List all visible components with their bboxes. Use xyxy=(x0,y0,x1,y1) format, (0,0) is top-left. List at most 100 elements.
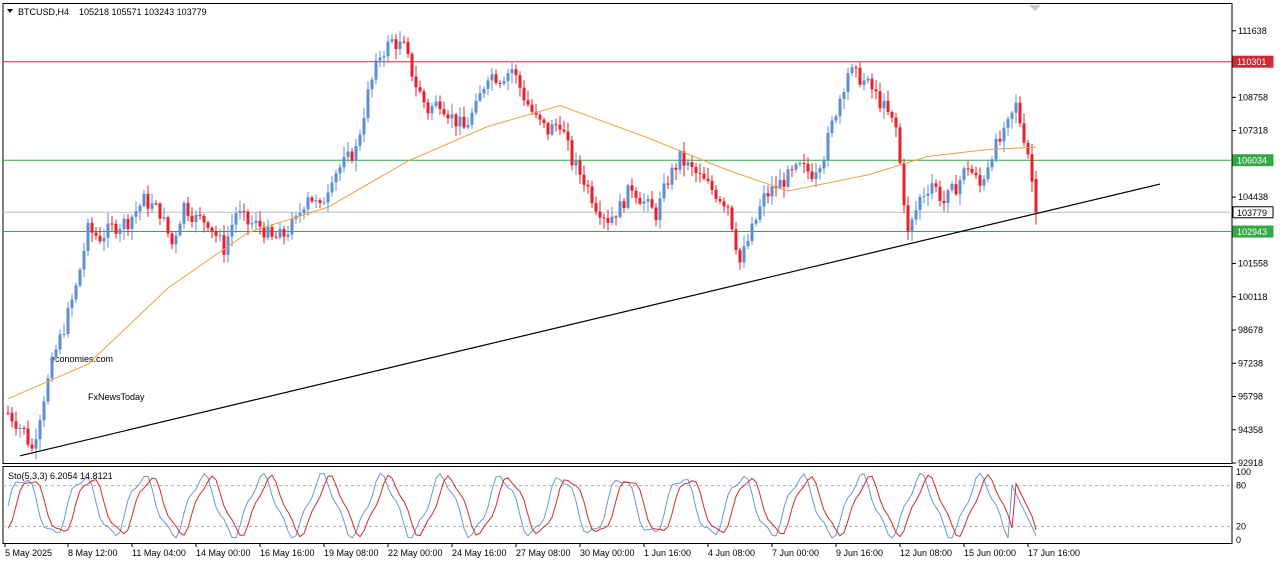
candle-body xyxy=(238,210,242,214)
y-tick-label: 94358 xyxy=(1238,425,1263,435)
candle-body xyxy=(434,101,438,106)
candle-body xyxy=(202,215,206,223)
candle-body xyxy=(330,182,334,193)
candle-body xyxy=(918,196,922,211)
candle-body xyxy=(754,219,758,224)
candle-body xyxy=(62,334,66,336)
candle-body xyxy=(158,203,162,219)
candle-body xyxy=(690,162,694,167)
stoch-axis-label: 0 xyxy=(1236,535,1241,545)
candle-body xyxy=(222,235,226,255)
candle-body xyxy=(418,87,422,92)
candle-body xyxy=(854,67,858,69)
candle-body xyxy=(38,420,42,440)
candle-body xyxy=(798,163,802,165)
price-tag-resistance xyxy=(1232,55,1274,68)
y-tick-label: 97238 xyxy=(1238,358,1263,368)
candle-body xyxy=(826,132,830,161)
candle-body xyxy=(306,197,310,210)
price-panel-frame xyxy=(2,3,1233,464)
candle-body xyxy=(506,73,510,82)
candle-body xyxy=(926,193,930,196)
candle-body xyxy=(762,193,766,207)
candle-body xyxy=(258,220,262,227)
candle-body xyxy=(622,201,626,209)
candle-body xyxy=(766,193,770,197)
candle-body xyxy=(598,211,602,218)
candle-body xyxy=(166,217,170,234)
x-tick-label: 17 Jun 16:00 xyxy=(1028,548,1080,558)
candle-body xyxy=(838,98,842,117)
candle-body xyxy=(986,167,990,180)
candle-body xyxy=(698,173,702,175)
x-tick-label: 7 Jun 00:00 xyxy=(772,548,819,558)
candle-body xyxy=(746,240,750,247)
x-tick-label: 1 Jun 16:00 xyxy=(644,548,691,558)
candle-body xyxy=(1002,127,1006,142)
candle-body xyxy=(150,203,154,209)
y-tick-label: 92918 xyxy=(1238,458,1263,468)
candle-body xyxy=(670,167,674,185)
stochastic-label: Sto(5,3,3) 6.2054 14.8121 xyxy=(8,471,113,481)
candle-body xyxy=(830,120,834,133)
candle-body xyxy=(286,234,290,237)
candle-body xyxy=(542,119,546,123)
candle-body xyxy=(78,269,82,286)
x-tick-label: 11 May 04:00 xyxy=(132,548,186,558)
candle-body xyxy=(934,183,938,187)
candle-body xyxy=(790,169,794,171)
candle-body xyxy=(666,183,670,185)
candle-body xyxy=(322,202,326,204)
candle-body xyxy=(382,56,386,58)
candle-body xyxy=(618,201,622,217)
candle-body xyxy=(786,169,790,187)
price-axis: 111638 108758 107318 104438 101558 100118 9867… xyxy=(1232,26,1268,468)
candle-body xyxy=(302,209,306,214)
candle-body xyxy=(742,246,746,263)
x-tick-label: 4 Jun 08:00 xyxy=(708,548,755,558)
candle-body xyxy=(98,235,102,242)
scroll-marker-icon[interactable] xyxy=(1029,5,1041,11)
y-tick-label: 111638 xyxy=(1238,26,1267,36)
candle-body xyxy=(430,105,434,114)
candle-body xyxy=(350,151,354,161)
candle-body xyxy=(782,179,786,187)
candle-body xyxy=(94,232,98,236)
candle-body xyxy=(1034,179,1038,213)
stochastic-panel-frame xyxy=(2,466,1233,544)
candle-body xyxy=(574,160,578,166)
candle-body xyxy=(978,175,982,186)
y-tick-label: 98678 xyxy=(1238,325,1263,335)
candle-body xyxy=(470,112,474,125)
price-tag-label-current: 103779 xyxy=(1237,208,1267,218)
candle-body xyxy=(974,172,978,176)
candle-body xyxy=(226,236,230,255)
symbol-timeframe-label[interactable]: BTCUSD,H4 xyxy=(18,7,69,17)
candle-body xyxy=(890,111,894,118)
candle-body xyxy=(534,111,538,115)
candle-body xyxy=(850,67,854,74)
candle-body xyxy=(1022,123,1026,143)
candle-body xyxy=(938,186,942,201)
candle-body xyxy=(386,41,390,57)
candle-body xyxy=(678,151,682,170)
candle-body xyxy=(254,220,258,224)
candle-body xyxy=(694,166,698,174)
candle-body xyxy=(778,179,782,189)
candle-body xyxy=(894,117,898,128)
candle-body xyxy=(634,190,638,198)
price-tag-current xyxy=(1232,206,1274,219)
candle-body xyxy=(750,223,754,241)
stochastic-oscillator: 100 80 20 0 xyxy=(3,467,1251,545)
candle-body xyxy=(662,183,666,199)
candle-body xyxy=(414,76,418,88)
candle-body xyxy=(126,218,130,229)
y-tick-label: 100118 xyxy=(1238,292,1267,302)
candle-body xyxy=(862,80,866,85)
price-levels: 110301 106034 103779 102943 xyxy=(3,55,1274,238)
candle-body xyxy=(18,427,22,429)
candle-body xyxy=(610,216,614,223)
symbol-dropdown-icon[interactable] xyxy=(7,9,13,13)
candle-body xyxy=(182,202,186,224)
x-tick-label: 30 May 00:00 xyxy=(580,548,635,558)
